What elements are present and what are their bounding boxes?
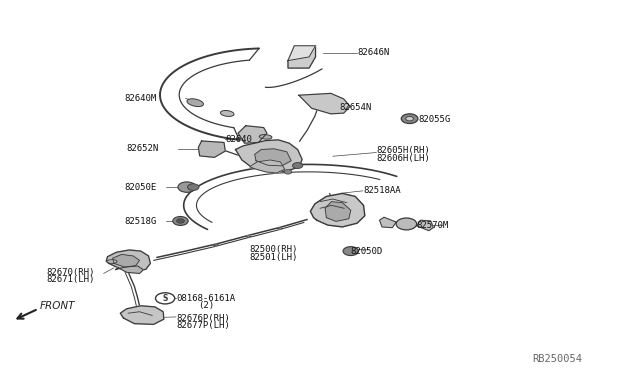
- Text: S: S: [163, 294, 168, 303]
- Text: 82677P(LH): 82677P(LH): [176, 321, 230, 330]
- Polygon shape: [198, 141, 225, 157]
- Text: 82050D: 82050D: [351, 247, 383, 256]
- Text: 82501(LH): 82501(LH): [250, 253, 298, 262]
- Circle shape: [396, 218, 417, 230]
- Polygon shape: [380, 217, 396, 228]
- Polygon shape: [115, 266, 143, 273]
- Polygon shape: [106, 250, 150, 271]
- Polygon shape: [310, 193, 365, 227]
- Polygon shape: [246, 236, 251, 237]
- Text: 82671(LH): 82671(LH): [46, 275, 95, 284]
- Polygon shape: [278, 228, 283, 229]
- Circle shape: [343, 247, 358, 256]
- Text: 82646N: 82646N: [357, 48, 389, 57]
- Circle shape: [156, 293, 175, 304]
- Text: 82050E: 82050E: [125, 183, 157, 192]
- Text: 82670(RH): 82670(RH): [46, 268, 95, 277]
- Polygon shape: [255, 149, 291, 166]
- Circle shape: [178, 182, 196, 192]
- Ellipse shape: [107, 260, 117, 263]
- Text: 82640: 82640: [225, 135, 252, 144]
- Text: 82654N: 82654N: [339, 103, 371, 112]
- Circle shape: [406, 116, 413, 121]
- Circle shape: [177, 219, 184, 223]
- Text: 82640M: 82640M: [125, 94, 157, 103]
- Circle shape: [401, 114, 418, 124]
- Polygon shape: [250, 160, 285, 173]
- Ellipse shape: [259, 135, 272, 139]
- Text: 82055G: 82055G: [418, 115, 450, 124]
- Circle shape: [188, 184, 199, 190]
- Text: 82652N: 82652N: [126, 144, 158, 153]
- Circle shape: [292, 163, 303, 169]
- Polygon shape: [417, 220, 433, 231]
- Text: 82605H(RH): 82605H(RH): [376, 146, 430, 155]
- Text: 82676P(RH): 82676P(RH): [176, 314, 230, 323]
- Text: 82518G: 82518G: [125, 217, 157, 226]
- Polygon shape: [325, 202, 351, 221]
- Text: RB250054: RB250054: [532, 354, 582, 364]
- Text: 82518AA: 82518AA: [363, 186, 401, 195]
- Polygon shape: [120, 306, 164, 324]
- Text: 82500(RH): 82500(RH): [250, 246, 298, 254]
- Polygon shape: [299, 93, 350, 114]
- Text: FRONT: FRONT: [40, 301, 75, 311]
- Polygon shape: [113, 254, 140, 267]
- Circle shape: [284, 170, 292, 174]
- Polygon shape: [238, 126, 267, 143]
- Ellipse shape: [187, 99, 204, 106]
- Polygon shape: [236, 140, 302, 172]
- Text: (2): (2): [198, 301, 214, 310]
- Text: 82606H(LH): 82606H(LH): [376, 154, 430, 163]
- Text: 82570M: 82570M: [416, 221, 448, 230]
- Polygon shape: [288, 46, 316, 68]
- Polygon shape: [288, 46, 316, 61]
- Circle shape: [173, 217, 188, 225]
- Ellipse shape: [220, 110, 234, 116]
- Text: 08168-6161A: 08168-6161A: [176, 294, 235, 303]
- Polygon shape: [214, 244, 219, 246]
